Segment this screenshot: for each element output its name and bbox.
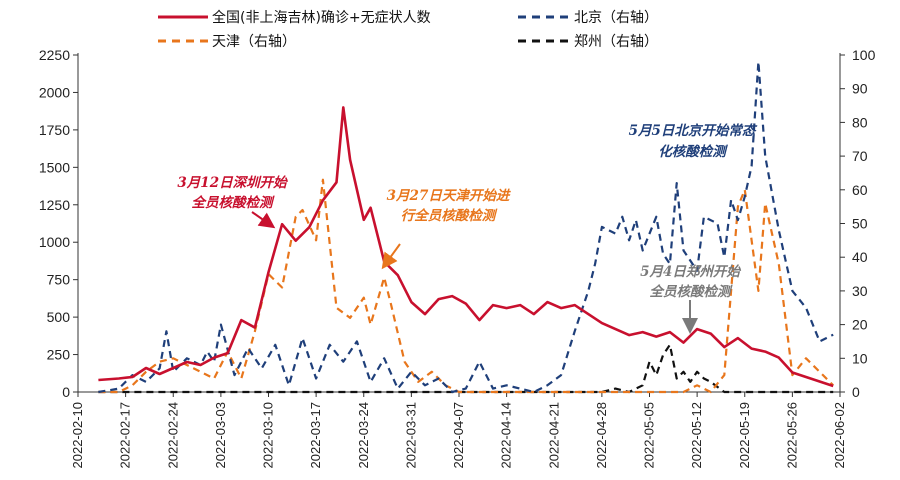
x-tick-label: 2022-04-21 — [546, 402, 561, 469]
y-right-tick-label: 100 — [852, 47, 876, 63]
annotation-beijing-line2: 化核酸检测 — [658, 144, 728, 160]
y-right-tick-label: 30 — [852, 283, 868, 299]
annotation-beijing-line1: 5月5日北京开始常态 — [629, 123, 758, 139]
annotation-arrow-tianjin — [381, 243, 401, 270]
chart-axes: 0 250 500 750 1000 1250 1500 1750 2000 2250 0 10 20 3… — [39, 47, 876, 469]
annotation-tianjin-line1: 3月27日天津开始进 — [387, 188, 512, 204]
y-right-tick-label: 90 — [852, 81, 868, 97]
y-left-tick-label: 1000 — [39, 234, 70, 250]
x-tick-label: 2022-05-19 — [737, 402, 752, 469]
annotation-shenzhen-line1: 3月12日深圳开始 — [177, 175, 288, 191]
series-lines — [98, 60, 834, 394]
x-tick-label: 2022-05-26 — [784, 402, 799, 469]
legend-item-beijing: 北京（右轴） — [518, 10, 658, 26]
y-right-tick-label: 60 — [852, 182, 868, 198]
x-tick-label: 2022-04-07 — [451, 402, 466, 469]
x-tick-label: 2022-03-31 — [403, 402, 418, 469]
series-line-national — [98, 106, 834, 388]
y-right-tick-label: 40 — [852, 249, 868, 265]
y-left-tick-label: 0 — [62, 384, 70, 400]
y-right-tick-label: 80 — [852, 114, 868, 130]
legend-item-zhengzhou: 郑州（右轴） — [518, 34, 658, 50]
x-tick-label: 2022-06-02 — [832, 402, 847, 469]
y-left-tick-label: 1250 — [39, 197, 70, 213]
annotation-arrow-shenzhen — [251, 211, 276, 229]
y-left-tick-label: 1750 — [39, 122, 70, 138]
x-tick-label: 2022-02-17 — [118, 402, 133, 469]
annotation-shenzhen-line2: 全员核酸检测 — [192, 195, 275, 211]
annotation-zhengzhou-line2: 全员核酸检测 — [650, 284, 733, 300]
legend-label-tianjin: 天津（右轴） — [212, 34, 296, 50]
legend-item-tianjin: 天津（右轴） — [158, 34, 296, 50]
legend-item-national: 全国(非上海吉林)确诊+无症状人数 — [158, 9, 431, 26]
annotation-zhengzhou-line1: 5月4日郑州开始 — [640, 264, 741, 280]
legend-label-beijing: 北京（右轴） — [574, 10, 658, 26]
x-tick-label: 2022-02-10 — [70, 402, 85, 469]
x-tick-label: 2022-02-24 — [165, 402, 180, 469]
x-tick-label: 2022-03-24 — [356, 402, 371, 469]
y-left-tick-label: 2000 — [39, 84, 70, 100]
y-left-tick-label: 500 — [47, 309, 71, 325]
y-left-tick-label: 2250 — [39, 47, 70, 63]
annotation-tianjin-line2: 行全员核酸检测 — [401, 208, 498, 224]
legend-label-national: 全国(非上海吉林)确诊+无症状人数 — [212, 9, 431, 26]
series-line-zhengzhou — [98, 343, 834, 394]
series-line-beijing — [98, 60, 834, 394]
y-right-tick-label: 20 — [852, 317, 868, 333]
x-tick-label: 2022-05-05 — [642, 402, 657, 469]
chart-legend: 全国(非上海吉林)确诊+无症状人数 北京（右轴） 天津（右轴） 郑州（右轴） — [158, 9, 658, 50]
x-tick-label: 2022-05-12 — [689, 402, 704, 469]
y-left-tick-label: 250 — [47, 347, 71, 363]
legend-label-zhengzhou: 郑州（右轴） — [574, 34, 658, 50]
x-tick-label: 2022-04-14 — [499, 402, 514, 469]
x-tick-label: 2022-03-17 — [308, 402, 323, 469]
x-tick-label: 2022-04-28 — [594, 402, 609, 469]
y-left-tick-label: 750 — [47, 272, 71, 288]
x-tick-label: 2022-03-10 — [261, 402, 276, 469]
series-line-tianjin — [98, 178, 834, 394]
y-right-tick-label: 0 — [852, 384, 860, 400]
y-right-tick-label: 50 — [852, 216, 868, 232]
y-right-tick-label: 10 — [852, 350, 868, 366]
y-left-tick-label: 1500 — [39, 159, 70, 175]
y-right-tick-label: 70 — [852, 148, 868, 164]
x-tick-label: 2022-03-03 — [213, 402, 228, 469]
